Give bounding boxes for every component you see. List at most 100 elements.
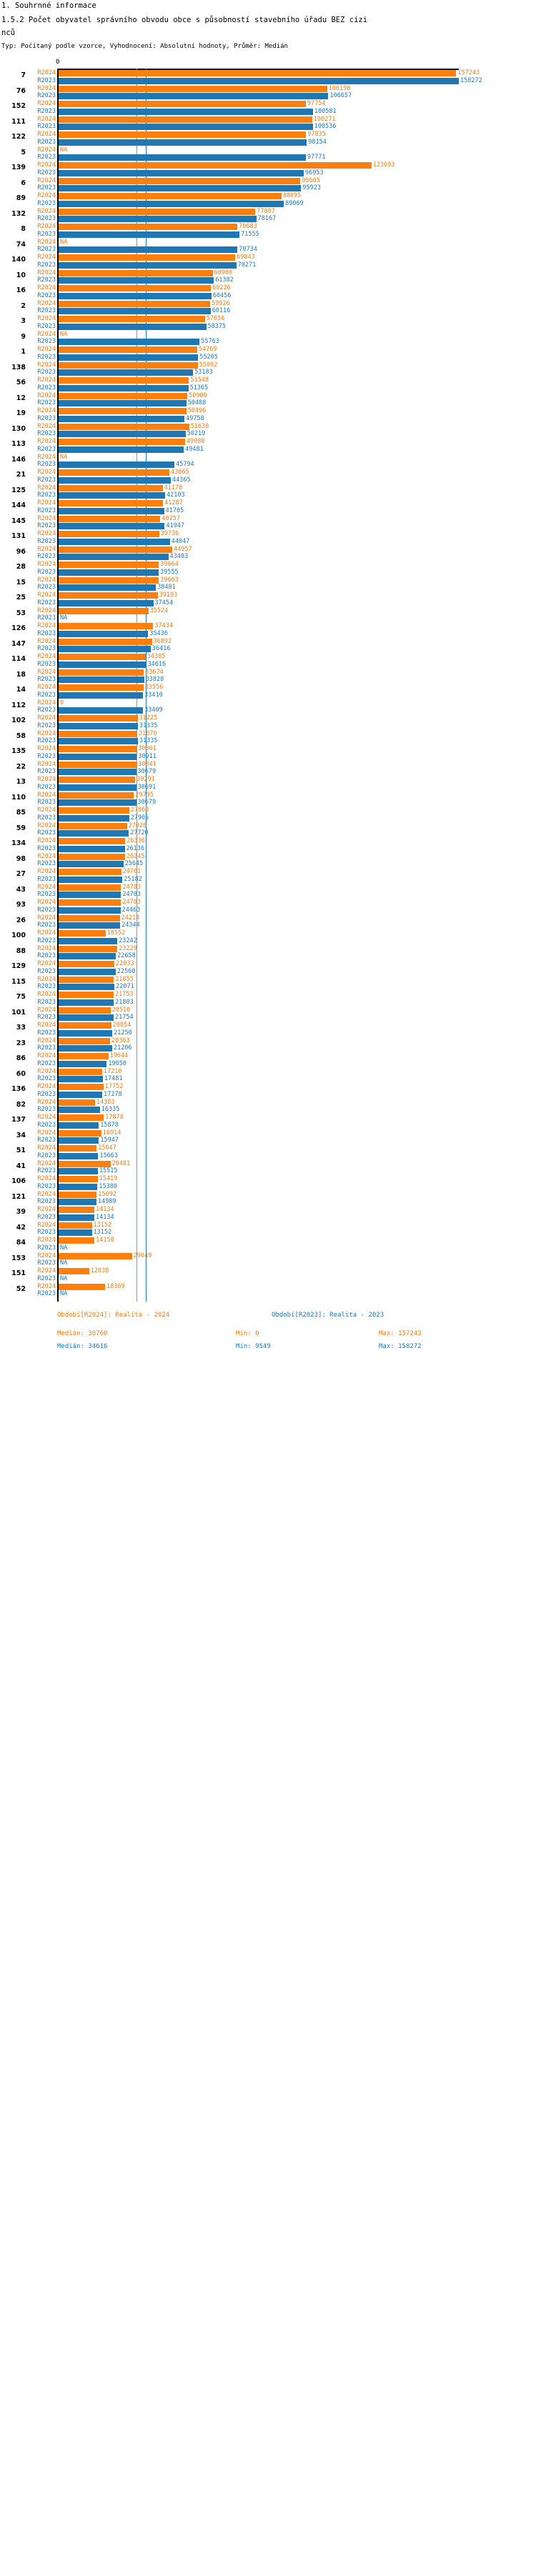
bar-2024[interactable] — [59, 439, 185, 445]
bar-2023[interactable] — [59, 476, 171, 484]
bar-2023[interactable] — [59, 354, 199, 361]
bar-2023[interactable] — [59, 169, 304, 176]
bar-2023[interactable] — [59, 1229, 92, 1236]
bar-2024[interactable] — [59, 1207, 94, 1213]
bar-2023[interactable] — [59, 400, 187, 406]
bar-2024[interactable] — [59, 531, 159, 537]
bar-2023[interactable] — [59, 1076, 103, 1082]
bar-2023[interactable] — [59, 124, 313, 130]
bar-2023[interactable] — [59, 461, 174, 468]
bar-2024[interactable] — [59, 361, 198, 369]
bar-2023[interactable] — [59, 246, 238, 253]
bar-2023[interactable] — [59, 1183, 98, 1190]
bar-2023[interactable] — [59, 538, 170, 545]
bar-2024[interactable] — [59, 162, 372, 169]
bar-2024[interactable] — [59, 945, 118, 952]
bar-2023[interactable] — [59, 814, 129, 822]
bar-2024[interactable] — [59, 484, 163, 491]
bar-2023[interactable] — [59, 1122, 99, 1129]
bar-2024[interactable] — [59, 992, 114, 998]
bar-2023[interactable] — [59, 1014, 114, 1021]
bar-2023[interactable] — [59, 630, 149, 637]
bar-2023[interactable] — [59, 769, 137, 775]
bar-2023[interactable] — [59, 323, 207, 330]
bar-2023[interactable] — [59, 677, 144, 683]
bar-2023[interactable] — [59, 231, 240, 238]
bar-2024[interactable] — [59, 1237, 95, 1244]
bar-2023[interactable] — [59, 216, 257, 222]
bar-2023[interactable] — [59, 292, 212, 299]
bar-2024[interactable] — [59, 1053, 109, 1059]
bar-2023[interactable] — [59, 384, 189, 391]
bar-2024[interactable] — [59, 254, 236, 261]
bar-2023[interactable] — [59, 1214, 94, 1221]
bar-2024[interactable] — [59, 269, 213, 276]
bar-2023[interactable] — [59, 984, 115, 990]
bar-2024[interactable] — [59, 1252, 132, 1259]
bar-2023[interactable] — [59, 431, 186, 437]
bar-2023[interactable] — [59, 554, 169, 560]
bar-2024[interactable] — [59, 561, 159, 568]
bar-2023[interactable] — [59, 185, 302, 191]
bar-2023[interactable] — [59, 1199, 96, 1205]
bar-2023[interactable] — [59, 261, 237, 269]
bar-2023[interactable] — [59, 738, 138, 744]
bar-2023[interactable] — [59, 830, 129, 837]
bar-2024[interactable] — [59, 669, 144, 676]
bar-2024[interactable] — [59, 208, 256, 215]
bar-2024[interactable] — [59, 1084, 104, 1090]
bar-2024[interactable] — [59, 623, 154, 629]
bar-2024[interactable] — [59, 684, 144, 691]
bar-2024[interactable] — [59, 914, 120, 922]
bar-2023[interactable] — [59, 999, 114, 1006]
bar-2023[interactable] — [59, 569, 159, 576]
bar-2023[interactable] — [59, 492, 165, 499]
bar-2024[interactable] — [59, 853, 125, 860]
bar-2023[interactable] — [59, 200, 284, 207]
bar-2024[interactable] — [59, 576, 159, 584]
bar-2024[interactable] — [59, 869, 121, 875]
bar-2024[interactable] — [59, 177, 301, 184]
bar-2024[interactable] — [59, 423, 189, 430]
bar-2023[interactable] — [59, 876, 123, 883]
bar-2023[interactable] — [59, 277, 214, 284]
bar-2023[interactable] — [59, 339, 200, 345]
bar-2024[interactable] — [59, 822, 127, 829]
bar-2023[interactable] — [59, 154, 306, 161]
bar-2023[interactable] — [59, 707, 144, 714]
bar-2023[interactable] — [59, 446, 184, 453]
bar-2024[interactable] — [59, 392, 188, 399]
bar-2024[interactable] — [59, 377, 189, 384]
bar-2024[interactable] — [59, 715, 138, 722]
bar-2023[interactable] — [59, 799, 137, 806]
bar-2024[interactable] — [59, 838, 126, 844]
bar-2023[interactable] — [59, 1168, 98, 1174]
bar-2023[interactable] — [59, 1107, 100, 1113]
bar-2024[interactable] — [59, 316, 205, 322]
bar-2024[interactable] — [59, 300, 210, 307]
bar-2024[interactable] — [59, 1145, 97, 1152]
bar-2023[interactable] — [59, 784, 137, 791]
bar-2024[interactable] — [59, 654, 146, 660]
bar-2024[interactable] — [59, 1114, 104, 1121]
bar-2023[interactable] — [59, 845, 125, 852]
bar-2024[interactable] — [59, 961, 114, 967]
bar-2023[interactable] — [59, 692, 144, 699]
bar-2024[interactable] — [59, 976, 114, 983]
bar-2024[interactable] — [59, 607, 149, 614]
bar-2024[interactable] — [59, 1268, 89, 1274]
bar-2024[interactable] — [59, 70, 457, 76]
bar-2023[interactable] — [59, 1029, 113, 1037]
bar-2023[interactable] — [59, 584, 157, 591]
bar-2023[interactable] — [59, 953, 116, 959]
bar-2023[interactable] — [59, 1152, 99, 1159]
bar-2023[interactable] — [59, 968, 116, 975]
bar-2024[interactable] — [59, 777, 136, 783]
bar-2024[interactable] — [59, 746, 137, 752]
bar-2024[interactable] — [59, 85, 327, 92]
bar-2023[interactable] — [59, 523, 165, 529]
bar-2024[interactable] — [59, 592, 158, 599]
bar-2024[interactable] — [59, 1068, 102, 1075]
bar-2024[interactable] — [59, 930, 106, 937]
bar-2023[interactable] — [59, 861, 124, 867]
